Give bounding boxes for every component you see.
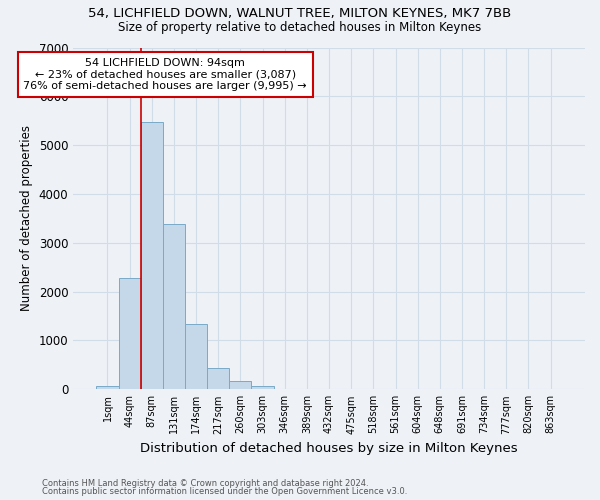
Bar — [97, 386, 119, 390]
Bar — [163, 224, 185, 390]
Text: 54, LICHFIELD DOWN, WALNUT TREE, MILTON KEYNES, MK7 7BB: 54, LICHFIELD DOWN, WALNUT TREE, MILTON … — [88, 8, 512, 20]
Bar — [207, 368, 229, 390]
Text: Size of property relative to detached houses in Milton Keynes: Size of property relative to detached ho… — [118, 21, 482, 34]
X-axis label: Distribution of detached houses by size in Milton Keynes: Distribution of detached houses by size … — [140, 442, 518, 455]
Text: Contains public sector information licensed under the Open Government Licence v3: Contains public sector information licen… — [42, 487, 407, 496]
Bar — [251, 386, 274, 390]
Bar — [229, 382, 251, 390]
Bar — [140, 122, 163, 390]
Bar — [119, 278, 140, 390]
Text: 54 LICHFIELD DOWN: 94sqm
← 23% of detached houses are smaller (3,087)
76% of sem: 54 LICHFIELD DOWN: 94sqm ← 23% of detach… — [23, 58, 307, 91]
Y-axis label: Number of detached properties: Number of detached properties — [20, 126, 33, 312]
Text: Contains HM Land Registry data © Crown copyright and database right 2024.: Contains HM Land Registry data © Crown c… — [42, 478, 368, 488]
Bar — [185, 324, 207, 390]
